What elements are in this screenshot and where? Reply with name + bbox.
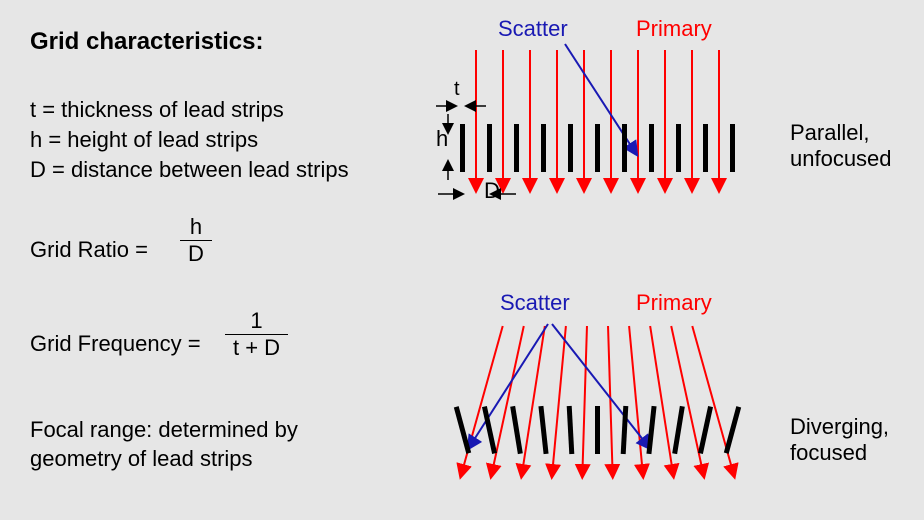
top-grid-diagram bbox=[400, 20, 900, 240]
lead-strip bbox=[568, 124, 573, 172]
lead-strip bbox=[510, 406, 523, 454]
lead-strip bbox=[672, 406, 685, 454]
lead-strip bbox=[703, 124, 708, 172]
def-D: D = distance between lead strips bbox=[30, 156, 349, 185]
def-h: h = height of lead strips bbox=[30, 126, 258, 155]
lead-strip bbox=[541, 124, 546, 172]
primary-ray-icon bbox=[582, 326, 587, 474]
lead-strip bbox=[460, 124, 465, 172]
grid-freq-label: Grid Frequency = bbox=[30, 330, 201, 359]
lead-strip bbox=[622, 124, 627, 172]
lead-strip bbox=[595, 124, 600, 172]
lead-strip bbox=[482, 406, 497, 454]
lead-strip bbox=[514, 124, 519, 172]
primary-ray-icon bbox=[629, 326, 643, 474]
primary-ray-icon bbox=[650, 326, 673, 474]
primary-ray-icon bbox=[552, 326, 566, 474]
grid-freq-fraction: 1 t + D bbox=[225, 308, 288, 361]
lead-strip bbox=[676, 124, 681, 172]
lead-strip bbox=[698, 406, 713, 454]
lead-strip bbox=[724, 406, 741, 454]
freq-denominator: t + D bbox=[225, 335, 288, 361]
def-t: t = thickness of lead strips bbox=[30, 96, 284, 125]
lead-strip bbox=[567, 406, 575, 454]
ratio-numerator: h bbox=[180, 214, 212, 241]
lead-strip bbox=[538, 406, 548, 454]
lead-strip bbox=[730, 124, 735, 172]
lead-strip bbox=[595, 406, 600, 454]
lead-strip bbox=[646, 406, 656, 454]
bottom-grid-diagram bbox=[400, 296, 900, 516]
lead-strip bbox=[487, 124, 492, 172]
freq-numerator: 1 bbox=[225, 308, 288, 335]
lead-strip bbox=[454, 406, 471, 454]
grid-ratio-label: Grid Ratio = bbox=[30, 236, 148, 265]
grid-ratio-fraction: h D bbox=[180, 214, 212, 267]
lead-strip bbox=[649, 124, 654, 172]
page-title: Grid characteristics: bbox=[30, 28, 263, 56]
ratio-denominator: D bbox=[180, 241, 212, 267]
focal-range-text: Focal range: determined by geometry of l… bbox=[30, 416, 298, 473]
